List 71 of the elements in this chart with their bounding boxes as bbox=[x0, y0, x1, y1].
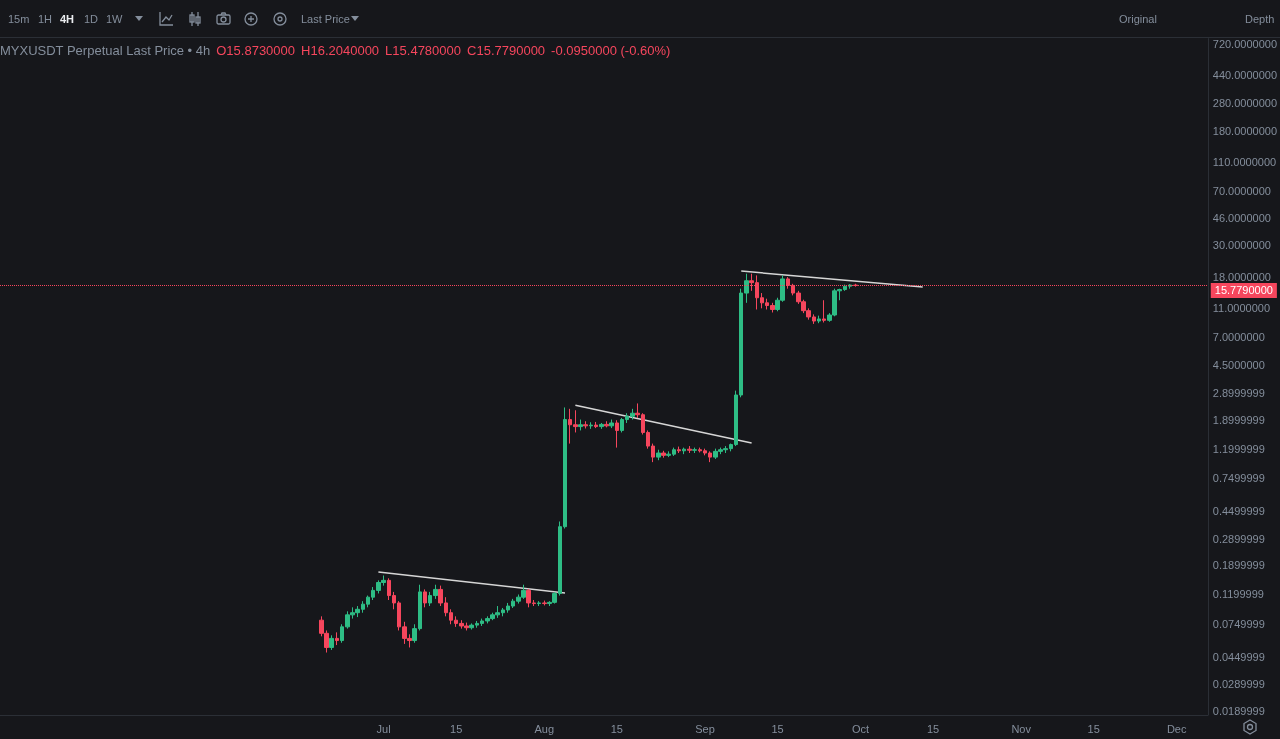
y-tick-label: 440.0000000 bbox=[1212, 68, 1277, 81]
candlestick bbox=[604, 420, 609, 428]
annotation: C15.7790000 bbox=[467, 43, 546, 58]
candlestick bbox=[599, 422, 604, 430]
y-tick-label: 0.2899999 bbox=[1212, 532, 1265, 545]
x-tick-label: 15 bbox=[771, 722, 784, 735]
candlestick bbox=[615, 419, 619, 449]
annotation: -0.0950000 (-0.60%) bbox=[551, 43, 671, 58]
candlestick bbox=[682, 447, 686, 455]
x-tick-label: 15 bbox=[450, 722, 463, 735]
y-tick-label: 0.0449999 bbox=[1212, 650, 1265, 663]
candlestick bbox=[589, 421, 593, 430]
annotation: H16.2040000 bbox=[301, 43, 380, 58]
candlestick bbox=[609, 419, 614, 429]
candlestick bbox=[583, 420, 588, 429]
candlestick bbox=[594, 421, 598, 429]
y-tick-label: 0.4499999 bbox=[1212, 504, 1265, 517]
text: Original bbox=[1119, 13, 1157, 25]
text: 1H bbox=[38, 13, 53, 25]
y-tick-label: 0.1899999 bbox=[1212, 559, 1265, 572]
candlestick bbox=[817, 315, 821, 324]
y-tick-label: 30.0000000 bbox=[1212, 238, 1271, 251]
x-tick-label: Jul bbox=[376, 722, 391, 735]
y-tick-label: 70.0000000 bbox=[1212, 185, 1271, 198]
candlestick bbox=[822, 299, 826, 323]
y-tick-label: 110.0000000 bbox=[1212, 156, 1277, 169]
text: 1W bbox=[106, 13, 123, 25]
candlestick bbox=[692, 447, 697, 454]
candlestick bbox=[335, 631, 339, 646]
y-tick-label: 0.0189999 bbox=[1212, 705, 1265, 718]
x-tick-label: Aug bbox=[534, 722, 555, 735]
candlestick bbox=[687, 445, 692, 454]
candlestick bbox=[578, 419, 583, 431]
candlestick bbox=[656, 449, 661, 461]
y-tick-label: 720.0000000 bbox=[1212, 37, 1277, 50]
x-tick-label: Nov bbox=[1011, 722, 1032, 735]
text: 4H bbox=[60, 13, 75, 25]
y-tick-label: 7.0000000 bbox=[1212, 330, 1265, 343]
x-tick-label: 15 bbox=[926, 722, 940, 735]
y-tick-label: 18.0000000 bbox=[1212, 271, 1271, 284]
y-tick-label: 0.1199999 bbox=[1212, 588, 1264, 601]
y-tick-label: 1.8999999 bbox=[1212, 413, 1265, 426]
y-tick-label: 0.7499999 bbox=[1212, 472, 1265, 485]
text: Depth bbox=[1245, 13, 1275, 25]
candlestick bbox=[677, 446, 681, 454]
x-tick-label: Oct bbox=[851, 722, 870, 735]
x-tick-label: Sep bbox=[695, 722, 715, 735]
y-tick-label: 11.0000000 bbox=[1212, 302, 1271, 315]
x-tick-label: 15 bbox=[610, 722, 623, 735]
x-tick-label: 15 bbox=[1087, 722, 1100, 735]
text: 1D bbox=[84, 13, 99, 25]
candlestick bbox=[661, 450, 666, 459]
y-tick-label: 46.0000000 bbox=[1212, 211, 1271, 224]
y-tick-label: 0.0749999 bbox=[1212, 618, 1265, 631]
text: 15m bbox=[8, 13, 30, 25]
chart-title: MYXUSDT Perpetual Last Price • 4h bbox=[0, 43, 211, 58]
y-tick-label: 2.8999999 bbox=[1212, 386, 1265, 399]
ref-line-label: 15.7790000 bbox=[1214, 284, 1273, 297]
y-tick-label: 180.0000000 bbox=[1212, 125, 1277, 138]
y-tick-label: 0.0289999 bbox=[1212, 678, 1265, 691]
x-tick-label: Dec bbox=[1166, 722, 1187, 735]
annotation: O15.8730000 bbox=[216, 43, 296, 58]
candlestick bbox=[542, 600, 547, 606]
candlestick bbox=[423, 588, 427, 608]
y-tick-label: 280.0000000 bbox=[1212, 97, 1277, 110]
candlestick bbox=[537, 600, 541, 607]
y-tick-label: 1.1999999 bbox=[1212, 442, 1265, 455]
y-tick-label: 4.5000000 bbox=[1212, 358, 1265, 371]
candlestick bbox=[329, 634, 334, 651]
annotation: L15.4780000 bbox=[385, 43, 462, 58]
text: Last Price bbox=[301, 13, 350, 25]
